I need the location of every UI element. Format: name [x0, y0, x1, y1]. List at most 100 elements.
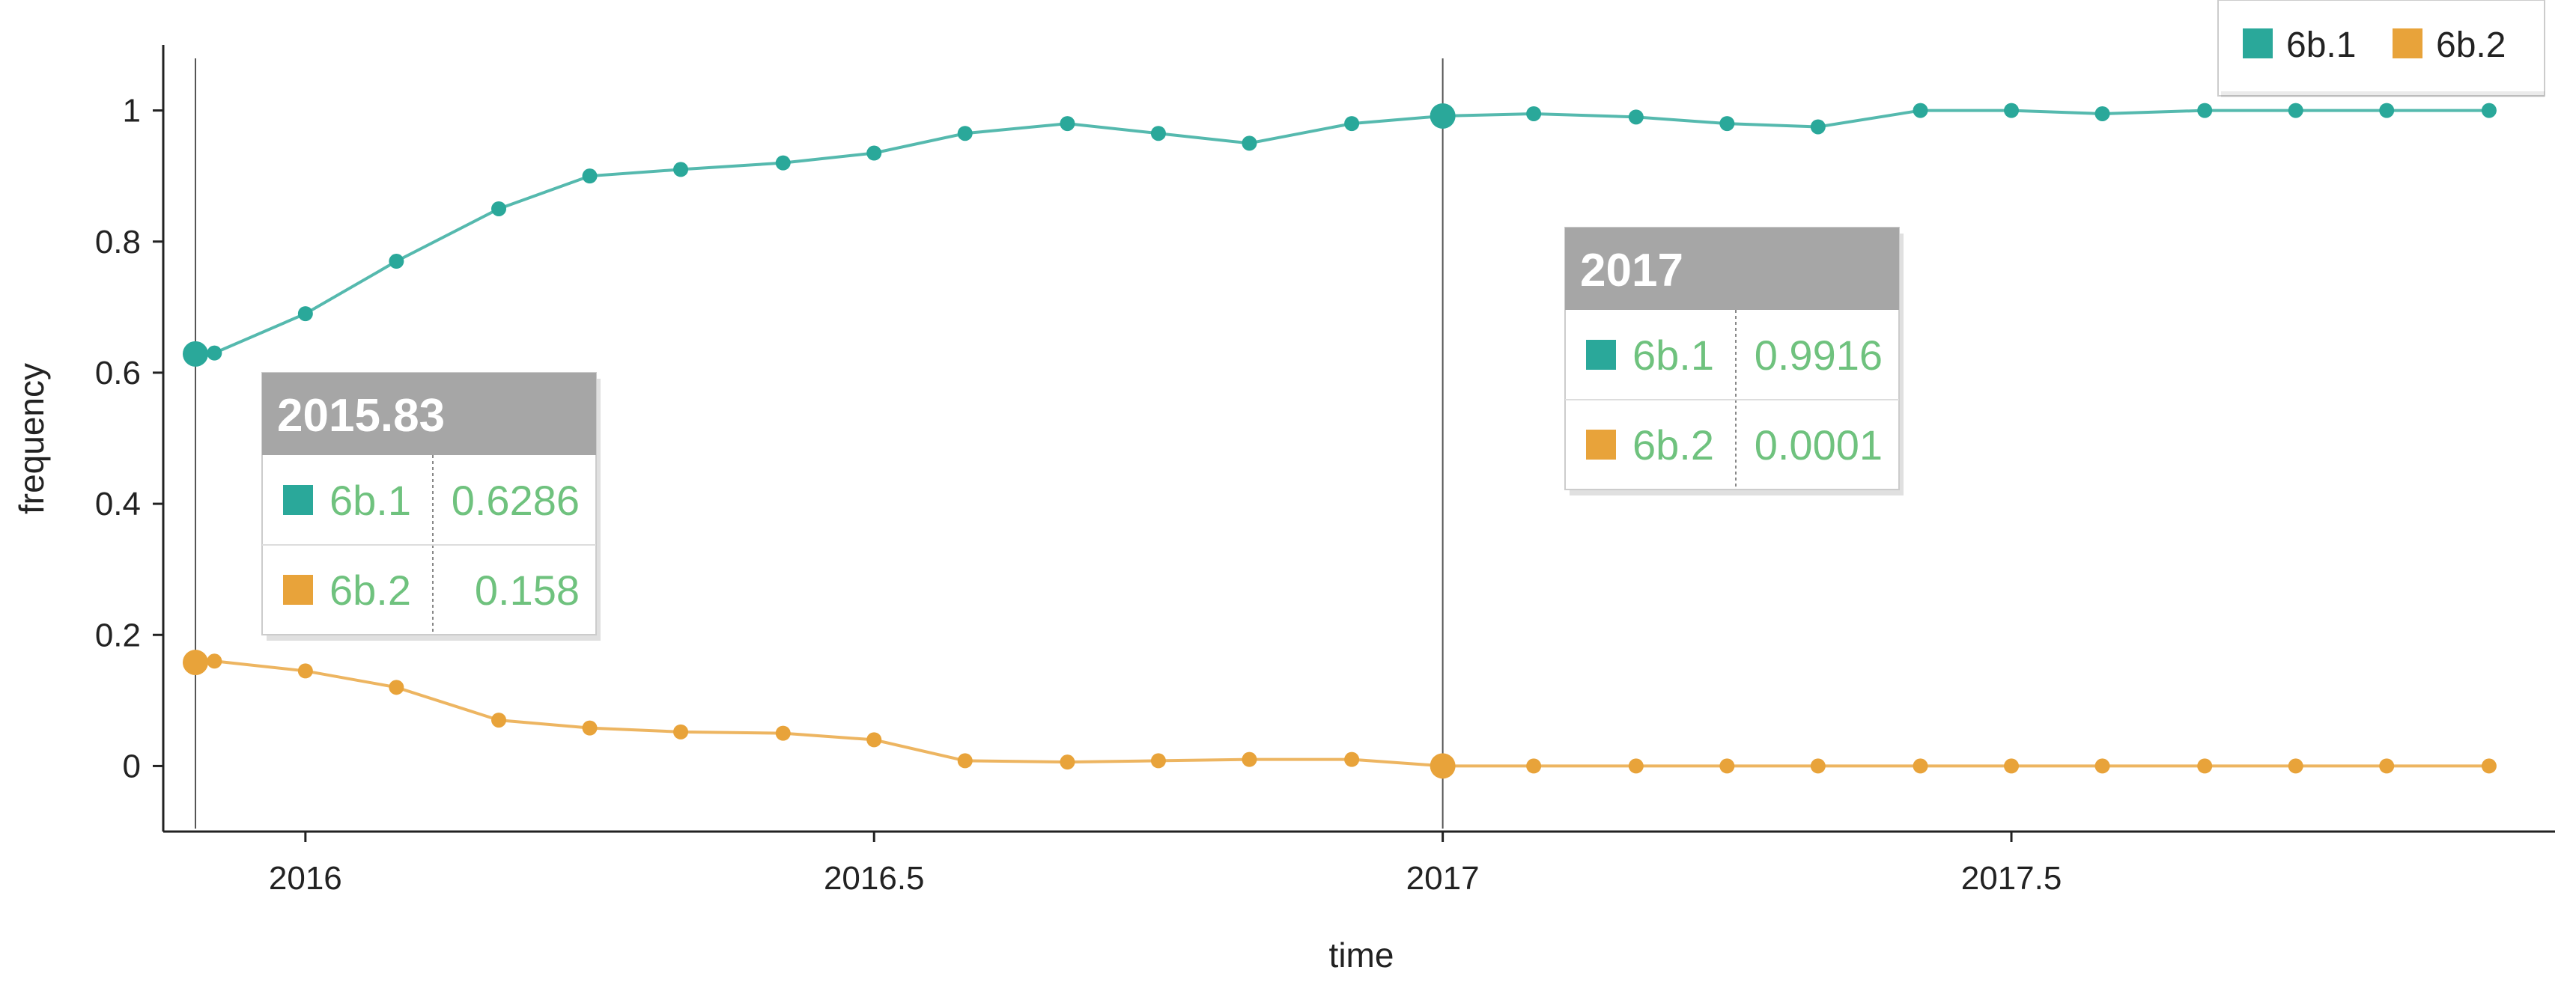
data-point[interactable]	[1719, 758, 1735, 774]
tooltip-title: 2017	[1580, 245, 1683, 296]
data-point[interactable]	[1628, 758, 1644, 774]
data-point[interactable]	[389, 680, 404, 695]
tooltip: 2015.83 6b.1 0.6286 6b.2 0.158	[261, 372, 601, 641]
data-point[interactable]	[2197, 758, 2213, 774]
tooltip-header	[1565, 228, 1899, 310]
x-tick-label: 2017	[1406, 860, 1480, 897]
data-point[interactable]	[2379, 103, 2395, 118]
x-tick-label: 2016.5	[824, 860, 925, 897]
data-point[interactable]	[1719, 116, 1735, 132]
axes: 0 0.2 0.4 0.6 0.8 1 2016 2016.5 2017 2017.5 time…	[12, 45, 2555, 975]
tooltip: 2017 6b.1 0.9916 6b.2 0.0001	[1564, 227, 1904, 495]
y-tick-label: 0.6	[95, 355, 141, 391]
tooltip-swatch	[1586, 430, 1616, 460]
data-point[interactable]	[582, 720, 598, 736]
data-point[interactable]	[1913, 758, 1928, 774]
data-point[interactable]	[1628, 109, 1644, 125]
data-point[interactable]	[1150, 126, 1166, 141]
y-ticks: 0 0.2 0.4 0.6 0.8 1	[95, 93, 163, 784]
data-point[interactable]	[775, 725, 791, 741]
data-point[interactable]	[673, 724, 689, 740]
data-point[interactable]	[957, 126, 973, 141]
data-point[interactable]	[207, 345, 222, 361]
y-axis-title: frequency	[12, 363, 51, 514]
legend-swatch	[2243, 28, 2273, 58]
data-point[interactable]	[957, 753, 973, 769]
tooltip-value: 0.6286	[452, 477, 580, 524]
series-layer	[183, 103, 2497, 779]
data-point[interactable]	[1526, 758, 1542, 774]
data-point[interactable]	[1810, 758, 1826, 774]
data-point[interactable]	[1344, 751, 1360, 767]
tooltip-value: 0.0001	[1755, 421, 1883, 469]
x-axis-title: time	[1329, 936, 1394, 975]
data-point[interactable]	[183, 341, 208, 367]
data-point[interactable]	[491, 201, 507, 216]
tooltip-value: 0.9916	[1755, 332, 1883, 379]
data-point[interactable]	[1150, 753, 1166, 769]
data-point[interactable]	[297, 306, 313, 322]
legend: 6b.1 6b.2	[2217, 0, 2545, 97]
y-tick-label: 0.2	[95, 617, 141, 653]
data-point[interactable]	[582, 168, 598, 184]
tooltip-swatch	[283, 485, 313, 515]
data-point[interactable]	[1242, 751, 1257, 767]
data-point[interactable]	[2004, 758, 2020, 774]
data-point[interactable]	[491, 713, 507, 728]
series-6b.2	[183, 650, 2497, 779]
tooltip-series-name: 6b.1	[1632, 332, 1714, 379]
series-6b.1	[183, 103, 2497, 367]
x-ticks: 2016 2016.5 2017 2017.5	[269, 832, 2062, 897]
tooltips: 2015.83 6b.1 0.6286 6b.2 0.158 2017 6b.1 0.9916…	[261, 227, 1904, 641]
data-point[interactable]	[775, 155, 791, 171]
data-point[interactable]	[2004, 103, 2020, 118]
data-point[interactable]	[183, 650, 208, 676]
data-point[interactable]	[2288, 758, 2303, 774]
data-point[interactable]	[1430, 753, 1456, 779]
legend-shadow	[2221, 91, 2545, 97]
y-tick-label: 1	[123, 93, 141, 129]
tooltip-swatch	[1586, 340, 1616, 370]
tooltip-value: 0.158	[475, 567, 580, 614]
y-tick-label: 0.4	[95, 486, 141, 522]
x-tick-label: 2016	[269, 860, 342, 897]
data-point[interactable]	[1810, 119, 1826, 135]
series-line	[195, 659, 2489, 768]
data-point[interactable]	[2379, 758, 2395, 774]
legend-swatch	[2393, 28, 2422, 58]
tooltip-title: 2015.83	[277, 390, 445, 442]
series-line	[195, 109, 2489, 356]
data-point[interactable]	[866, 732, 882, 748]
data-point[interactable]	[673, 162, 689, 177]
data-point[interactable]	[2094, 106, 2110, 121]
legend-item-6b.1[interactable]: 6b.1	[2243, 25, 2356, 65]
data-point[interactable]	[1060, 754, 1075, 770]
data-point[interactable]	[866, 145, 882, 161]
tooltip-series-name: 6b.2	[1632, 421, 1714, 469]
legend-item-6b.2[interactable]: 6b.2	[2393, 25, 2506, 65]
data-point[interactable]	[389, 254, 404, 269]
data-point[interactable]	[1242, 135, 1257, 151]
hover-lines	[195, 58, 1444, 829]
y-tick-label: 0	[123, 748, 141, 784]
data-point[interactable]	[2288, 103, 2303, 118]
data-point[interactable]	[1060, 116, 1075, 132]
data-point[interactable]	[297, 663, 313, 679]
tooltip-series-name: 6b.2	[329, 567, 411, 614]
data-point[interactable]	[207, 653, 222, 669]
data-point[interactable]	[2094, 758, 2110, 774]
data-point[interactable]	[1344, 116, 1360, 132]
tooltip-header	[262, 373, 596, 455]
data-point[interactable]	[2481, 758, 2497, 774]
data-point[interactable]	[1913, 103, 1928, 118]
tooltip-series-name: 6b.1	[329, 477, 411, 524]
data-point[interactable]	[2197, 103, 2213, 118]
data-point[interactable]	[2481, 103, 2497, 118]
legend-label: 6b.1	[2286, 25, 2356, 65]
data-point[interactable]	[1430, 103, 1456, 129]
tooltip-swatch	[283, 575, 313, 605]
data-point[interactable]	[1526, 106, 1542, 121]
x-tick-label: 2017.5	[1961, 860, 2062, 897]
legend-label: 6b.2	[2436, 25, 2506, 65]
